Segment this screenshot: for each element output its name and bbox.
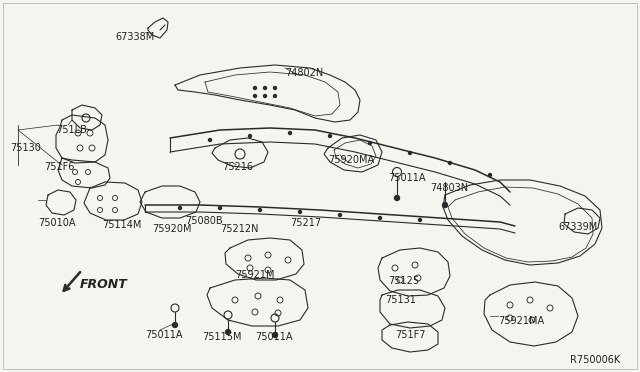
Circle shape	[408, 151, 412, 154]
Text: 751F6: 751F6	[44, 162, 74, 172]
Circle shape	[259, 208, 262, 212]
Circle shape	[264, 94, 266, 97]
Text: 751F7: 751F7	[395, 330, 426, 340]
Text: 75212N: 75212N	[220, 224, 259, 234]
Circle shape	[298, 211, 301, 214]
Text: 75011A: 75011A	[388, 173, 426, 183]
Text: 75114M: 75114M	[102, 220, 141, 230]
Text: FRONT: FRONT	[80, 278, 128, 291]
Circle shape	[253, 87, 257, 90]
Text: 75921M: 75921M	[235, 270, 275, 280]
Text: 75921MA: 75921MA	[498, 316, 544, 326]
Text: R750006K: R750006K	[570, 355, 620, 365]
Text: 75920MA: 75920MA	[328, 155, 374, 165]
Circle shape	[289, 131, 291, 135]
Text: 74803N: 74803N	[430, 183, 468, 193]
Circle shape	[218, 206, 221, 209]
Text: 74802N: 74802N	[285, 68, 323, 78]
Circle shape	[273, 87, 276, 90]
Text: 75217: 75217	[290, 218, 321, 228]
Circle shape	[378, 217, 381, 219]
Circle shape	[394, 196, 399, 201]
Circle shape	[339, 214, 342, 217]
Circle shape	[209, 138, 211, 141]
Circle shape	[264, 87, 266, 90]
Circle shape	[369, 141, 371, 144]
Circle shape	[273, 94, 276, 97]
Circle shape	[225, 330, 230, 334]
Text: 75125: 75125	[388, 276, 419, 286]
Circle shape	[419, 218, 422, 221]
Text: 75131: 75131	[385, 295, 416, 305]
Text: 75011A: 75011A	[145, 330, 182, 340]
Circle shape	[449, 161, 451, 164]
Text: 75130: 75130	[10, 143, 41, 153]
Text: 751LB: 751LB	[56, 125, 87, 135]
Text: 75011A: 75011A	[255, 332, 292, 342]
Circle shape	[253, 94, 257, 97]
Circle shape	[248, 135, 252, 138]
Circle shape	[488, 173, 492, 176]
Text: 75115M: 75115M	[202, 332, 241, 342]
Circle shape	[442, 202, 447, 208]
Circle shape	[173, 323, 177, 327]
Circle shape	[179, 206, 182, 209]
Text: 75080B: 75080B	[185, 216, 223, 226]
Text: 75010A: 75010A	[38, 218, 76, 228]
Text: 67338M: 67338M	[115, 32, 154, 42]
Circle shape	[328, 135, 332, 138]
Text: 75920M: 75920M	[152, 224, 191, 234]
Text: 67339M: 67339M	[558, 222, 597, 232]
Text: 75216: 75216	[222, 162, 253, 172]
Circle shape	[273, 333, 278, 337]
